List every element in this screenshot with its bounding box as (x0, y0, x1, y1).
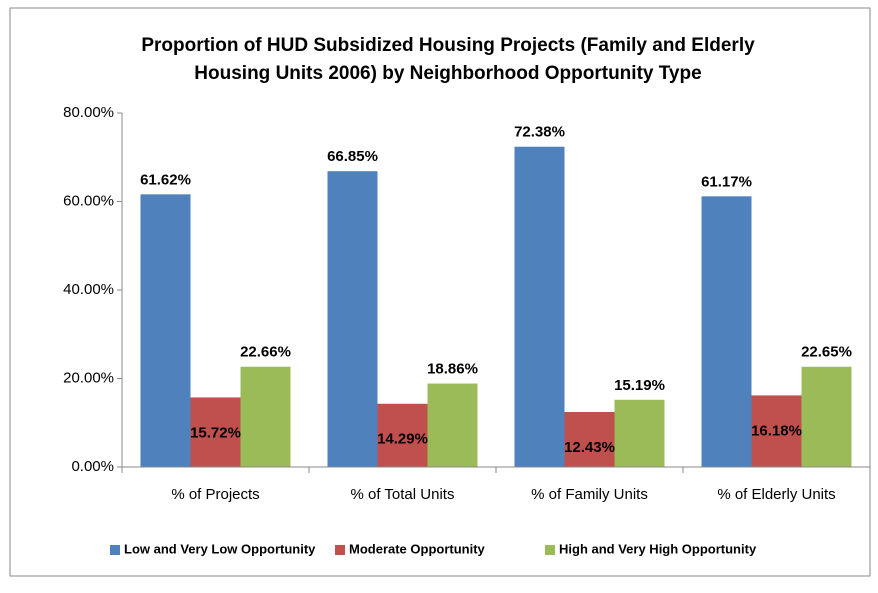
data-label: 14.29% (377, 431, 428, 448)
bar (514, 146, 565, 467)
data-label: 12.43% (564, 439, 615, 456)
y-tick-label: 40.00% (63, 281, 114, 298)
bar (564, 411, 615, 467)
data-label: 22.65% (801, 344, 852, 361)
data-label: 61.62% (140, 171, 191, 188)
bar (427, 383, 478, 467)
legend-label: High and Very High Opportunity (559, 541, 757, 556)
bar (377, 403, 428, 467)
chart-title: Proportion of HUD Subsidized Housing Pro… (141, 35, 755, 56)
data-label: 15.19% (614, 377, 665, 394)
legend-label: Moderate Opportunity (349, 541, 486, 556)
bar (801, 366, 852, 467)
bar (140, 194, 191, 468)
data-label: 61.17% (701, 173, 752, 190)
x-tick-label: % of Total Units (351, 486, 455, 503)
bar (751, 395, 802, 467)
y-tick-label: 20.00% (63, 369, 114, 386)
legend-label: Low and Very Low Opportunity (124, 541, 316, 556)
data-label: 66.85% (327, 148, 378, 165)
data-label: 18.86% (427, 361, 478, 378)
legend-swatch (545, 545, 555, 555)
x-tick-label: % of Projects (171, 486, 259, 503)
y-tick-label: 80.00% (63, 104, 114, 121)
bar (327, 171, 378, 467)
bar (240, 366, 291, 467)
data-label: 72.38% (514, 124, 565, 141)
data-label: 16.18% (751, 422, 802, 439)
bar (190, 397, 241, 467)
bar (701, 196, 752, 467)
data-label: 15.72% (190, 424, 241, 441)
legend-swatch (110, 545, 120, 555)
chart-title: Housing Units 2006) by Neighborhood Oppo… (194, 63, 701, 84)
legend-swatch (335, 545, 345, 555)
data-label: 22.66% (240, 344, 291, 361)
x-tick-label: % of Elderly Units (717, 486, 835, 503)
y-tick-label: 0.00% (71, 458, 114, 475)
bar (614, 399, 665, 467)
y-tick-label: 60.00% (63, 192, 114, 209)
x-tick-label: % of Family Units (531, 486, 648, 503)
